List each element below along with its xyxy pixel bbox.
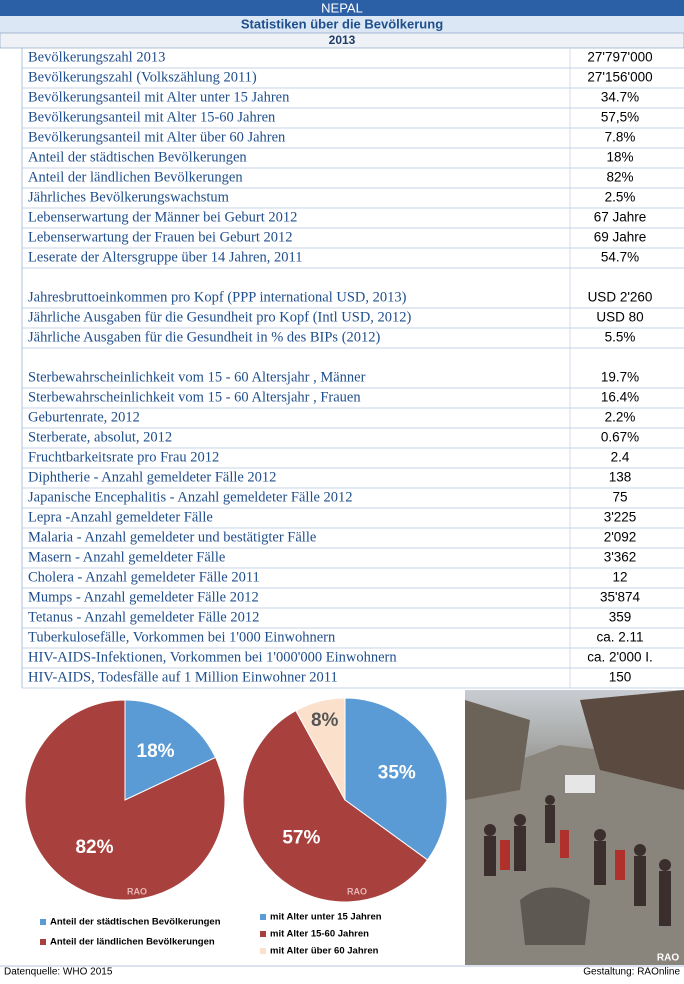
row-value: 75 [612,490,627,505]
legend-label: mit Alter über 60 Jahren [270,946,379,957]
title: NEPAL [321,0,363,15]
row-value: 69 Jahre [594,230,647,245]
year-bar [0,32,684,49]
pie-watermark: RAO [347,886,367,896]
row-value: 2.2% [605,410,636,425]
row-value: 57,5% [601,110,639,125]
pie-label: 57% [282,827,320,848]
row-label: Jährliche Ausgaben für die Gesundheit in… [28,329,381,345]
row-value: 18% [606,150,633,165]
row-label: Geburtenrate, 2012 [28,409,140,425]
row-label: Bevölkerungsanteil mit Alter 15-60 Jahre… [28,109,276,125]
pie-watermark: RAO [127,886,147,896]
row-value: ca. 2'000 I. [587,650,653,665]
pie-slice [295,697,346,801]
row-value: USD 80 [596,310,643,325]
row-value: 34.7% [601,90,639,105]
legend-swatch [260,948,266,954]
row-label: Leserate der Altersgruppe über 14 Jahren… [28,249,302,265]
legend-label: Anteil der städtischen Bevölkerungen [50,917,221,928]
row-label: Bevölkerungszahl (Volkszählung 2011) [28,69,257,85]
subtitle: Statistiken über die Bevölkerung [241,16,443,31]
row-value: 7.8% [605,130,636,145]
row-label: Sterberate, absolut, 2012 [28,429,172,445]
row-value: 27'797'000 [587,50,652,65]
row-value: 3'362 [604,550,637,565]
legend-swatch [260,914,266,920]
pie-label: 18% [137,741,175,762]
row-label: Japanische Encephalitis - Anzahl gemelde… [28,489,353,505]
year: 2013 [329,33,356,47]
row-label: Malaria - Anzahl gemeldeter und bestätig… [28,529,316,545]
row-value: ca. 2.11 [596,630,643,645]
subtitle-bar [0,16,684,33]
legend-label: mit Alter unter 15 Jahren [270,912,382,923]
legend-label: Anteil der ländlichen Bevölkerungen [50,937,215,948]
row-label: Jahresbruttoeinkommen pro Kopf (PPP inte… [28,289,407,305]
row-label: Mumps - Anzahl gemeldeter Fälle 2012 [28,589,259,605]
row-label: HIV-AIDS, Todesfälle auf 1 Million Einwo… [28,669,338,685]
footer-source: Datenquelle: WHO 2015 [4,967,113,978]
photo [465,690,684,965]
row-label: Fruchtbarkeitsrate pro Frau 2012 [28,449,219,465]
row-label: Sterbewahrscheinlichkeit vom 15 - 60 Alt… [28,369,366,385]
row-value: 359 [609,610,632,625]
row-label: Bevölkerungsanteil mit Alter unter 15 Ja… [28,89,290,105]
pie-label: 82% [75,837,113,858]
pie-slice [242,709,429,903]
photo-watermark: RAO [657,953,679,964]
row-label: Lepra -Anzahl gemeldeter Fälle [28,509,213,525]
row-value: 12 [612,570,627,585]
row-label: Tetanus - Anzahl gemeldeter Fälle 2012 [28,609,259,625]
row-label: Bevölkerungsanteil mit Alter über 60 Jah… [28,129,286,145]
row-label: Bevölkerungszahl 2013 [28,49,165,65]
row-value: 82% [606,170,633,185]
pie-label: 35% [378,763,416,784]
legend-swatch [40,919,46,925]
row-value: 54.7% [601,250,639,265]
row-value: 150 [609,670,632,685]
row-value: 16.4% [601,390,639,405]
legend-label: mit Alter 15-60 Jahren [270,929,369,940]
row-label: Lebenserwartung der Männer bei Geburt 20… [28,209,297,225]
row-value: 35'874 [600,590,641,605]
row-value: 2.4 [611,450,630,465]
row-label: Tuberkulosefälle, Vorkommen bei 1'000 Ei… [28,629,336,645]
row-value: 67 Jahre [594,210,647,225]
row-label: Masern - Anzahl gemeldeter Fälle [28,549,225,565]
row-value: 2.5% [605,190,636,205]
footer-credit: Gestaltung: RAOnline [583,967,680,978]
row-value: 2'092 [604,530,637,545]
title-bar [0,0,684,16]
row-label: Jährliche Ausgaben für die Gesundheit pr… [28,309,412,325]
row-value: 19.7% [601,370,639,385]
row-value: 138 [609,470,632,485]
row-value: USD 2'260 [588,290,653,305]
row-label: HIV-AIDS-Infektionen, Vorkommen bei 1'00… [28,649,397,665]
row-value: 27'156'000 [587,70,652,85]
row-label: Diphtherie - Anzahl gemeldeter Fälle 201… [28,469,276,485]
row-label: Jährliches Bevölkerungswachstum [28,189,230,205]
pie-slice [344,697,448,861]
row-label: Sterbewahrscheinlichkeit vom 15 - 60 Alt… [28,389,361,405]
row-value: 0.67% [601,430,639,445]
row-value: 3'225 [604,510,637,525]
legend-swatch [40,939,46,945]
legend-swatch [260,931,266,937]
row-label: Cholera - Anzahl gemeldeter Fälle 2011 [28,569,260,585]
pie-slice [124,699,217,801]
row-label: Lebenserwartung der Frauen bei Geburt 20… [28,229,293,245]
row-label: Anteil der ländlichen Bevölkerungen [28,169,243,185]
row-label: Anteil der städtischen Bevölkerungen [28,149,247,165]
pie-slice [24,699,226,901]
pie-label: 8% [311,710,339,731]
row-value: 5.5% [605,330,636,345]
